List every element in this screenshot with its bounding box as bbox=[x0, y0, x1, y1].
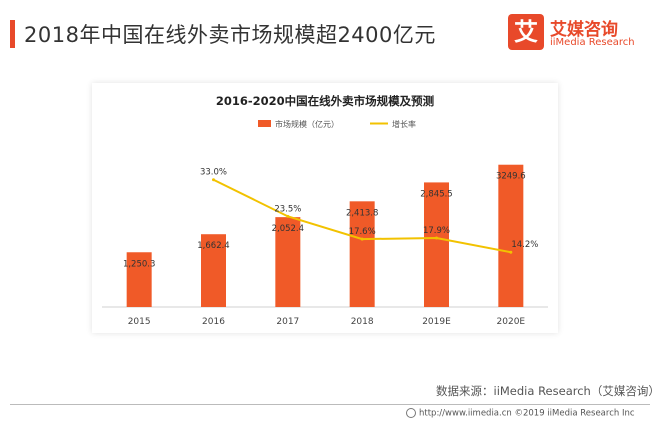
x-tick-label: 2018 bbox=[351, 317, 374, 327]
bar-2015 bbox=[126, 252, 152, 307]
x-tick-label: 2015 bbox=[128, 317, 151, 327]
logo-name: 艾媒咨询 bbox=[550, 20, 618, 40]
globe-icon bbox=[406, 408, 416, 418]
x-tick-label: 2019E bbox=[422, 317, 451, 327]
x-tick-label: 2020E bbox=[497, 317, 526, 327]
logo-glyph: 艾 bbox=[508, 14, 544, 50]
bar-2019E bbox=[424, 182, 449, 307]
bar-2018 bbox=[349, 201, 375, 307]
growth-point-2020E bbox=[509, 250, 513, 254]
legend-label-bar: 市场规模（亿元） bbox=[275, 119, 339, 129]
bar-value-label: 3249.6 bbox=[496, 172, 526, 182]
legend-label-line: 增长率 bbox=[392, 119, 416, 129]
data-source: 数据来源：iiMedia Research（艾媒咨询） bbox=[436, 384, 660, 398]
bar-value-label: 2,052.4 bbox=[272, 224, 304, 234]
bar-value-label: 1,250.3 bbox=[123, 259, 155, 269]
legend-swatch-bar bbox=[258, 120, 271, 127]
header: 2018年中国在线外卖市场规模超2400亿元 艾 艾媒咨询 iiMedia Re… bbox=[0, 0, 660, 64]
growth-value-label: 17.9% bbox=[423, 226, 450, 236]
title-accent-bar bbox=[10, 20, 15, 48]
chart-title: 2016-2020中国在线外卖市场规模及预测 bbox=[216, 94, 434, 108]
growth-point-2017 bbox=[286, 214, 290, 218]
x-tick-label: 2017 bbox=[276, 317, 299, 327]
brand-logo: 艾 艾媒咨询 iiMedia Research bbox=[508, 14, 653, 54]
growth-point-2016 bbox=[212, 178, 215, 182]
growth-value-label: 33.0% bbox=[200, 168, 227, 178]
footer: http://www.iimedia.cn ©2019 iiMedia Rese… bbox=[406, 408, 635, 419]
growth-point-2018 bbox=[360, 237, 364, 241]
growth-value-label: 23.5% bbox=[274, 204, 301, 214]
bar-2017 bbox=[275, 217, 301, 307]
growth-value-label: 17.6% bbox=[349, 227, 376, 237]
bar-2020E bbox=[498, 164, 524, 307]
growth-value-label: 14.2% bbox=[511, 240, 538, 250]
page-title: 2018年中国在线外卖市场规模超2400亿元 bbox=[24, 23, 436, 47]
logo-subtitle: iiMedia Research bbox=[550, 37, 635, 48]
bar-2016 bbox=[201, 234, 226, 307]
bar-value-label: 2,845.5 bbox=[420, 189, 452, 199]
chart-card bbox=[92, 83, 558, 333]
bar-value-label: 1,662.4 bbox=[197, 241, 229, 251]
growth-point-2019E bbox=[435, 236, 438, 240]
x-tick-label: 2016 bbox=[202, 317, 225, 327]
bar-value-label: 2,413.8 bbox=[346, 208, 378, 218]
footer-text: http://www.iimedia.cn ©2019 iiMedia Rese… bbox=[419, 408, 635, 419]
footer-divider bbox=[10, 404, 650, 405]
